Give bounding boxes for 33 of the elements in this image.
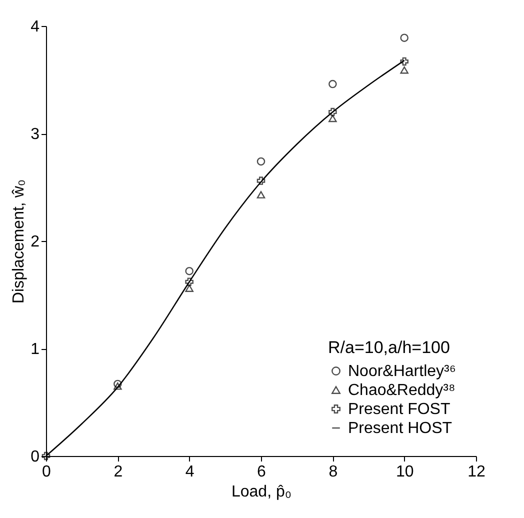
point — [114, 382, 122, 390]
point — [185, 278, 194, 286]
x-tick-label: 12 — [468, 464, 486, 480]
legend-label: Chao&Reddy³⁸ — [348, 382, 456, 399]
point — [256, 176, 266, 185]
point — [400, 57, 408, 66]
x-tick-label: 0 — [42, 464, 52, 480]
y-axis-title: Displacement, ŵ₀ — [10, 179, 28, 304]
point — [185, 284, 194, 292]
legend-title: R/a=10,a/h=100 — [328, 338, 450, 357]
legend-label: Present FOST — [348, 401, 450, 418]
point — [328, 80, 337, 88]
y-tick-label: 0 — [30, 448, 40, 466]
y-tick-label: 2 — [30, 234, 40, 250]
x-axis-title: Load, p̂₀ — [231, 484, 292, 500]
x-tick-label: 6 — [257, 464, 266, 480]
point — [400, 34, 408, 42]
point — [256, 191, 266, 198]
x-tick-label: 2 — [114, 464, 123, 480]
point — [256, 157, 266, 166]
point — [185, 266, 194, 276]
point — [114, 380, 122, 388]
point — [400, 66, 408, 74]
x-tick-label: 10 — [396, 464, 414, 480]
y-tick-label: 3 — [30, 126, 40, 143]
y-tick-label: 4 — [30, 18, 40, 36]
x-tick-label: 8 — [328, 464, 338, 480]
point — [328, 108, 337, 116]
legend-label: Noor&Hartley³⁶ — [348, 363, 456, 380]
legend-label: Present HOST — [348, 420, 452, 437]
y-tick-label: 1 — [30, 341, 40, 358]
point — [328, 114, 337, 122]
x-tick-label: 4 — [185, 464, 194, 480]
